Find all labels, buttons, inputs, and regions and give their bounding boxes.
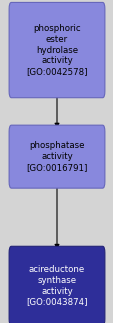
- Text: phosphatase
activity
[GO:0016791]: phosphatase activity [GO:0016791]: [26, 141, 87, 172]
- FancyBboxPatch shape: [9, 246, 104, 323]
- Text: phosphoric
ester
hydrolase
activity
[GO:0042578]: phosphoric ester hydrolase activity [GO:…: [26, 24, 87, 76]
- Text: acireductone
synthase
activity
[GO:0043874]: acireductone synthase activity [GO:00438…: [26, 265, 87, 307]
- FancyBboxPatch shape: [9, 2, 104, 98]
- FancyBboxPatch shape: [9, 125, 104, 188]
